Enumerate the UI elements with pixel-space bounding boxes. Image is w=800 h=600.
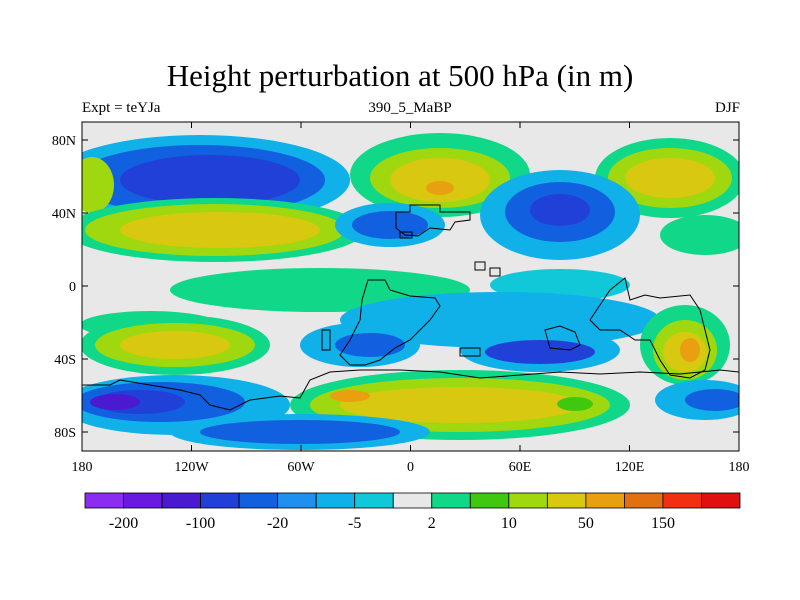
coastline [399, 231, 413, 239]
colorbar-label: -100 [186, 515, 215, 532]
contour-region [352, 211, 428, 239]
x-tick-label: 120E [615, 460, 645, 475]
colorbar-swatch [662, 492, 702, 509]
contour-region [485, 340, 595, 364]
contour-region [625, 158, 715, 198]
field-contours [82, 133, 739, 450]
coastline [321, 329, 331, 351]
contour-region [335, 333, 405, 357]
colorbar-swatch [238, 492, 279, 509]
contour-region [557, 397, 593, 411]
colorbar-swatch [200, 492, 240, 509]
colorbar-label: -200 [109, 515, 138, 532]
contour-region [530, 194, 590, 226]
contour-region [330, 390, 370, 402]
experiment-label: Expt = teYJa [82, 100, 161, 116]
x-tick-label: 180 [729, 460, 750, 475]
colorbar-swatch [585, 492, 625, 509]
colorbar-swatch [701, 492, 741, 509]
y-tick-label: 0 [69, 280, 76, 295]
contour-region [120, 212, 320, 248]
colorbar-swatch [508, 492, 548, 509]
colorbar-swatch [431, 492, 471, 509]
colorbar-swatch [315, 492, 356, 509]
y-tick-label: 80S [54, 426, 76, 441]
contour-region [82, 157, 114, 213]
coastline [459, 347, 481, 357]
coastline [395, 204, 471, 237]
axis-ticks: 180 120W 60W 0 60E 120E 180 80N 40N 0 40S 80S [52, 122, 750, 475]
colorbar-label: -20 [267, 515, 288, 532]
run-label: 390_5_MaBP [368, 100, 452, 116]
coastline [82, 369, 739, 451]
colorbar: -200 -100 -20 -5 2 10 50 150 [84, 492, 741, 532]
season-label: DJF [714, 100, 740, 116]
coastline [474, 261, 486, 271]
x-tick-label: 60E [509, 460, 532, 475]
coastline [589, 277, 711, 379]
y-tick-label: 40S [54, 353, 76, 368]
colorbar-swatch [123, 492, 163, 509]
contour-region [340, 387, 580, 423]
contour-region [426, 181, 454, 195]
x-tick-label: 180 [72, 460, 93, 475]
colorbar-label: 150 [651, 515, 675, 532]
colorbar-swatch [392, 492, 433, 509]
colorbar-swatch [277, 492, 317, 509]
colorbar-swatch [161, 492, 201, 509]
contour-region [680, 338, 700, 362]
chart-title: Height perturbation at 500 hPa (in m) [166, 58, 634, 93]
coastlines [82, 204, 739, 451]
y-tick-label: 40N [52, 207, 76, 222]
contour-region [660, 215, 739, 255]
contour-region [390, 158, 490, 202]
y-tick-label: 80N [52, 134, 76, 149]
contour-region [90, 394, 140, 410]
colorbar-swatch [354, 492, 394, 509]
colorbar-label: 10 [501, 515, 517, 532]
colorbar-label: 50 [578, 515, 594, 532]
coastline [489, 267, 501, 277]
contour-region [120, 331, 230, 359]
colorbar-swatch [546, 492, 587, 509]
colorbar-swatch [84, 492, 124, 509]
colorbar-swatch [469, 492, 510, 509]
coastline [544, 325, 581, 351]
colorbar-label: 2 [428, 515, 436, 532]
contour-region [200, 420, 400, 444]
x-tick-label: 120W [174, 460, 209, 475]
colorbar-swatch [624, 492, 664, 509]
x-tick-label: 60W [287, 460, 315, 475]
x-tick-label: 0 [407, 460, 414, 475]
colorbar-label: -5 [348, 515, 361, 532]
contour-region [120, 155, 300, 205]
contour-region [685, 389, 739, 411]
coastline [339, 279, 441, 366]
